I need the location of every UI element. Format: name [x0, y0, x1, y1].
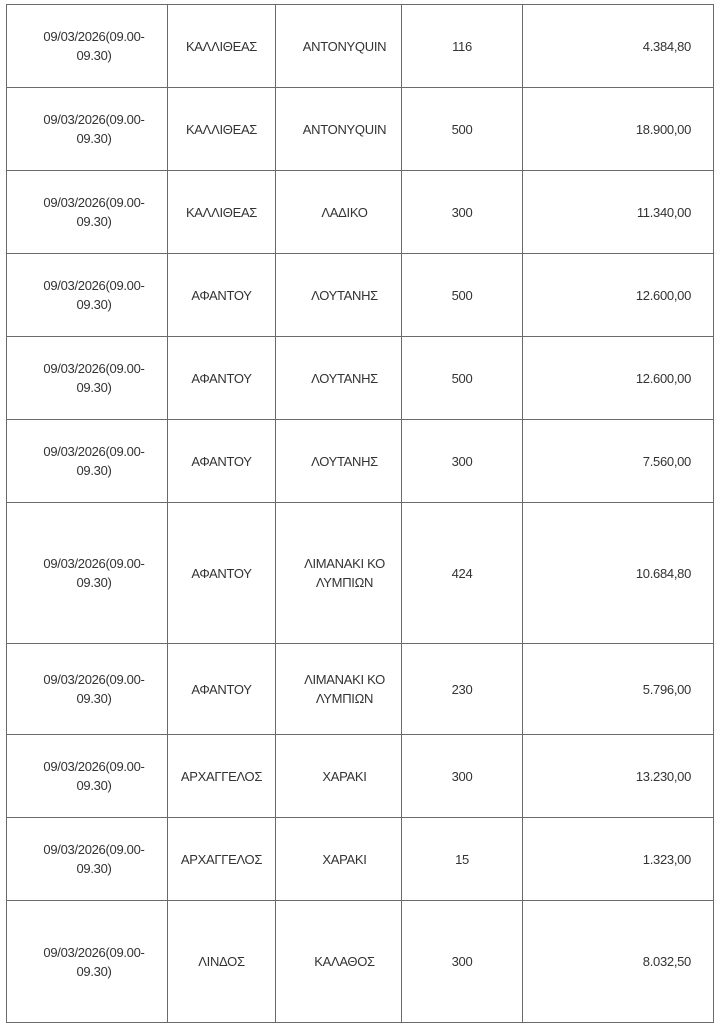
location-cell: ΛΙΜΑΝΑΚΙ ΚΟΛΥΜΠΙΩΝ [275, 502, 402, 644]
datetime-cell: 09/03/2026(09.00-09.30) [6, 4, 168, 88]
location-cell: ΧΑΡΑΚΙ [275, 734, 402, 818]
quantity-cell: 500 [401, 336, 523, 420]
datetime-cell: 09/03/2026(09.00-09.30) [6, 734, 168, 818]
amount-cell: 8.032,50 [522, 900, 714, 1023]
location-cell: ΛΙΜΑΝΑΚΙ ΚΟΛΥΜΠΙΩΝ [275, 643, 402, 735]
amount-cell: 13.230,00 [522, 734, 714, 818]
datetime-cell: 09/03/2026(09.00-09.30) [6, 170, 168, 254]
quantity-cell: 300 [401, 900, 523, 1023]
quantity-cell: 300 [401, 419, 523, 503]
table-row: 09/03/2026(09.00-09.30) ΚΑΛΛΙΘΕΑΣ ΛΑΔΙΚΟ 30… [6, 170, 714, 254]
table-row: 09/03/2026(09.00-09.30) ΚΑΛΛΙΘΕΑΣ ΑΝΤΟΝΥQU… [6, 4, 714, 88]
area-cell: ΑΡΧΑΓΓΕΛΟΣ [167, 734, 276, 818]
quantity-cell: 500 [401, 87, 523, 171]
amount-cell: 12.600,00 [522, 336, 714, 420]
amount-cell: 1.323,00 [522, 817, 714, 901]
quantity-cell: 300 [401, 734, 523, 818]
location-cell: ΑΝΤΟΝΥQUIN [275, 4, 402, 88]
table-row: 09/03/2026(09.00-09.30) ΑΡΧΑΓΓΕΛΟΣ ΧΑΡΑΚΙ 1… [6, 817, 714, 901]
amount-cell: 7.560,00 [522, 419, 714, 503]
datetime-cell: 09/03/2026(09.00-09.30) [6, 817, 168, 901]
results-table: 09/03/2026(09.00-09.30) ΚΑΛΛΙΘΕΑΣ ΑΝΤΟΝΥQU… [6, 4, 714, 1023]
table-row: 09/03/2026(09.00-09.30) ΑΦΑΝΤΟΥ ΛΟΥΤΑΝΗΣ 30… [6, 419, 714, 503]
amount-cell: 10.684,80 [522, 502, 714, 644]
area-cell: ΑΦΑΝΤΟΥ [167, 502, 276, 644]
area-cell: ΑΦΑΝΤΟΥ [167, 336, 276, 420]
amount-cell: 5.796,00 [522, 643, 714, 735]
amount-cell: 18.900,00 [522, 87, 714, 171]
location-cell: ΛΟΥΤΑΝΗΣ [275, 253, 402, 337]
datetime-cell: 09/03/2026(09.00-09.30) [6, 419, 168, 503]
area-cell: ΚΑΛΛΙΘΕΑΣ [167, 4, 276, 88]
location-cell: ΧΑΡΑΚΙ [275, 817, 402, 901]
datetime-cell: 09/03/2026(09.00-09.30) [6, 502, 168, 644]
datetime-cell: 09/03/2026(09.00-09.30) [6, 253, 168, 337]
table-row: 09/03/2026(09.00-09.30) ΑΦΑΝΤΟΥ ΛΙΜΑΝΑΚΙ Κ… [6, 502, 714, 644]
amount-cell: 4.384,80 [522, 4, 714, 88]
location-cell: ΛΟΥΤΑΝΗΣ [275, 419, 402, 503]
location-cell: ΛΟΥΤΑΝΗΣ [275, 336, 402, 420]
table-row: 09/03/2026(09.00-09.30) ΛΙΝΔΟΣ ΚΑΛΑΘΟΣ 300 8… [6, 900, 714, 1023]
quantity-cell: 230 [401, 643, 523, 735]
area-cell: ΚΑΛΛΙΘΕΑΣ [167, 170, 276, 254]
quantity-cell: 424 [401, 502, 523, 644]
area-cell: ΚΑΛΛΙΘΕΑΣ [167, 87, 276, 171]
table-row: 09/03/2026(09.00-09.30) ΚΑΛΛΙΘΕΑΣ ΑΝΤΟΝΥQU… [6, 87, 714, 171]
amount-cell: 11.340,00 [522, 170, 714, 254]
quantity-cell: 500 [401, 253, 523, 337]
location-cell: ΑΝΤΟΝΥQUIN [275, 87, 402, 171]
datetime-cell: 09/03/2026(09.00-09.30) [6, 643, 168, 735]
table-row: 09/03/2026(09.00-09.30) ΑΦΑΝΤΟΥ ΛΟΥΤΑΝΗΣ 50… [6, 336, 714, 420]
area-cell: ΑΦΑΝΤΟΥ [167, 419, 276, 503]
location-cell: ΛΑΔΙΚΟ [275, 170, 402, 254]
area-cell: ΑΦΑΝΤΟΥ [167, 643, 276, 735]
datetime-cell: 09/03/2026(09.00-09.30) [6, 900, 168, 1023]
area-cell: ΑΦΑΝΤΟΥ [167, 253, 276, 337]
quantity-cell: 300 [401, 170, 523, 254]
quantity-cell: 116 [401, 4, 523, 88]
datetime-cell: 09/03/2026(09.00-09.30) [6, 87, 168, 171]
table-row: 09/03/2026(09.00-09.30) ΑΦΑΝΤΟΥ ΛΙΜΑΝΑΚΙ Κ… [6, 643, 714, 735]
area-cell: ΛΙΝΔΟΣ [167, 900, 276, 1023]
location-cell: ΚΑΛΑΘΟΣ [275, 900, 402, 1023]
datetime-cell: 09/03/2026(09.00-09.30) [6, 336, 168, 420]
area-cell: ΑΡΧΑΓΓΕΛΟΣ [167, 817, 276, 901]
amount-cell: 12.600,00 [522, 253, 714, 337]
table-row: 09/03/2026(09.00-09.30) ΑΡΧΑΓΓΕΛΟΣ ΧΑΡΑΚΙ 3… [6, 734, 714, 818]
quantity-cell: 15 [401, 817, 523, 901]
table-row: 09/03/2026(09.00-09.30) ΑΦΑΝΤΟΥ ΛΟΥΤΑΝΗΣ 50… [6, 253, 714, 337]
